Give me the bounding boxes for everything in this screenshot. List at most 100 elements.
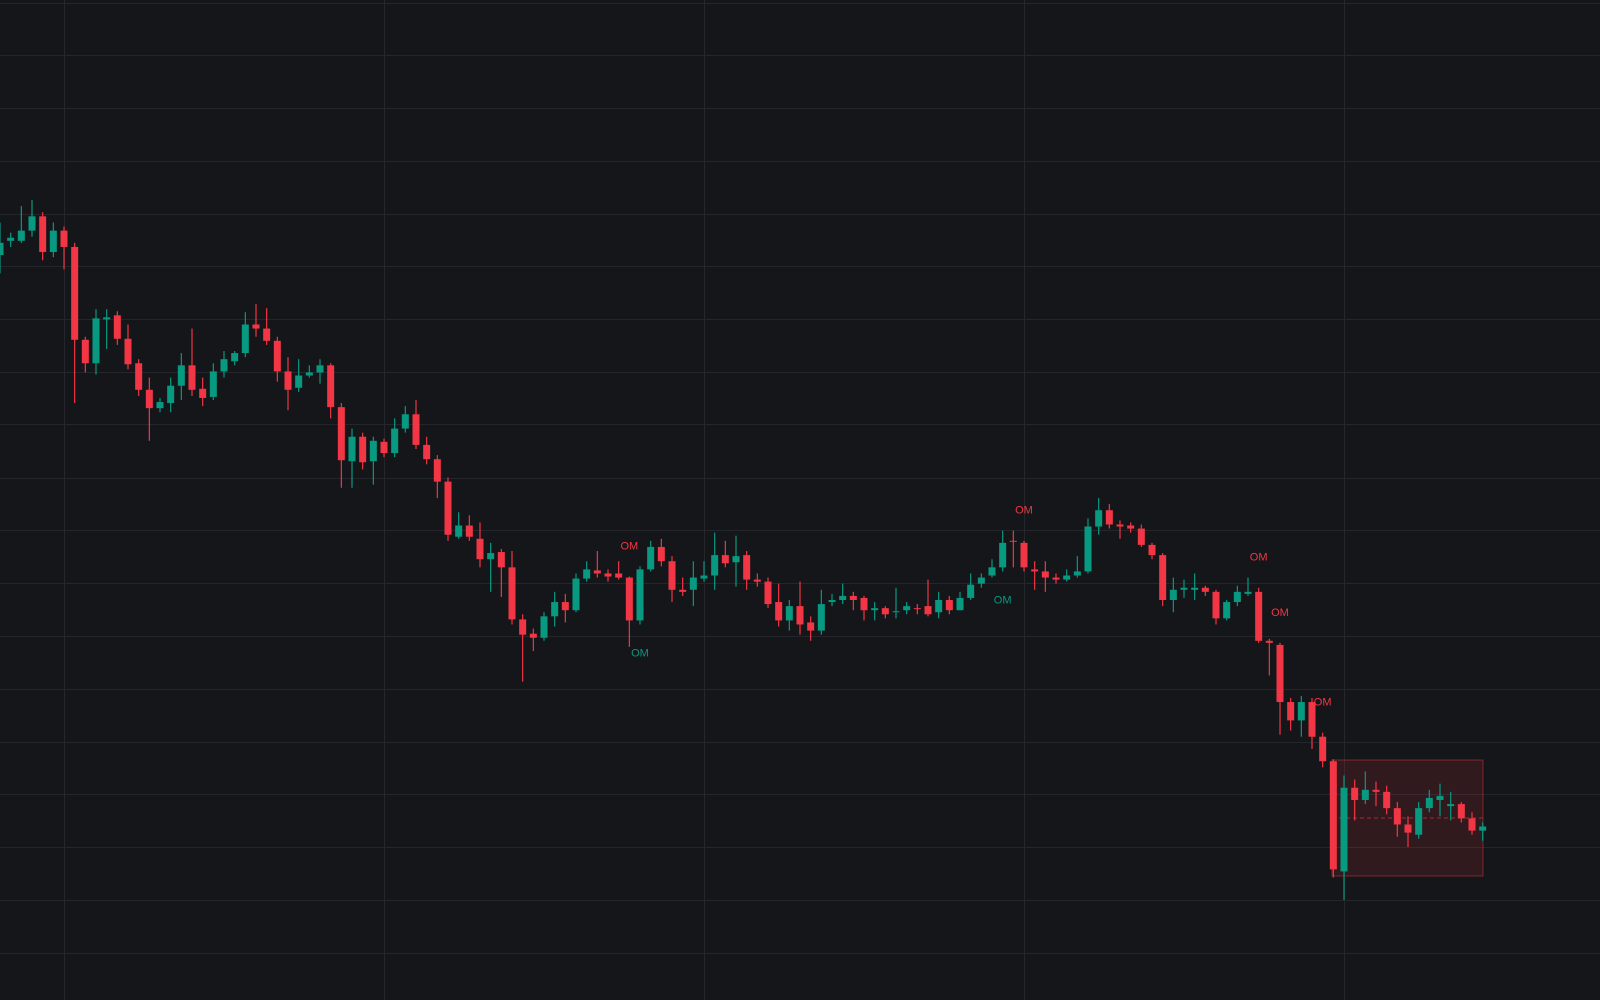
candle-body <box>1457 804 1465 819</box>
candle-body <box>1095 510 1103 527</box>
candle-body <box>39 216 47 253</box>
candle-body <box>1201 587 1209 592</box>
candle-body <box>1468 818 1476 831</box>
candle-body <box>71 246 79 340</box>
candle-body <box>977 577 985 584</box>
candle-body <box>1265 640 1273 643</box>
candle-body <box>871 608 879 611</box>
candle-body <box>636 569 644 621</box>
candle-body <box>1212 591 1220 619</box>
candle-body <box>220 359 228 372</box>
candle-body <box>1180 587 1188 590</box>
candle-body <box>1287 702 1295 721</box>
candle-body <box>903 606 911 611</box>
candle-body <box>796 606 804 625</box>
candle-body <box>476 538 484 560</box>
candle-body <box>1159 555 1167 600</box>
candle-body <box>1319 736 1327 762</box>
annotation-label: OM <box>1271 607 1289 619</box>
candle-body <box>1191 587 1199 590</box>
candle-body <box>124 338 132 365</box>
candle-body <box>1148 544 1156 556</box>
candle-body <box>860 597 868 611</box>
candle-body <box>412 414 420 445</box>
candle-body <box>1084 526 1092 572</box>
candle-body <box>1116 524 1124 527</box>
candle-body <box>1479 826 1487 831</box>
candle-body <box>1340 787 1348 872</box>
candle-body <box>401 414 409 429</box>
candle-body <box>1415 808 1423 835</box>
candle-body <box>615 573 623 578</box>
candle-body <box>1105 510 1113 525</box>
candle-body <box>1020 542 1028 568</box>
annotation-label: OM <box>1314 697 1332 709</box>
candle-body <box>391 428 399 454</box>
candle-body <box>775 602 783 621</box>
candle-body <box>668 561 676 590</box>
candle-body <box>380 441 388 454</box>
candle-body <box>956 597 964 611</box>
candle-body <box>1383 791 1391 809</box>
candle-body <box>1052 577 1060 580</box>
candle-body <box>1404 824 1412 833</box>
candle-body <box>1351 787 1359 800</box>
annotation-label: OM <box>1250 552 1268 564</box>
candle-body <box>828 600 836 603</box>
annotation-label: OM <box>994 594 1012 606</box>
candle-body <box>881 608 889 615</box>
candle-body <box>497 552 505 568</box>
candle-body <box>849 595 857 600</box>
candles <box>0 200 1487 900</box>
candle-body <box>7 237 15 241</box>
candle-body <box>519 619 527 635</box>
candle-body <box>348 436 356 462</box>
candle-body <box>455 525 463 537</box>
candle-body <box>145 389 153 409</box>
candle-body <box>721 555 729 564</box>
candle-body <box>1244 591 1252 594</box>
candle-body <box>764 581 772 605</box>
candle-body <box>529 633 537 638</box>
candle-body <box>295 375 303 388</box>
candle-body <box>945 600 953 611</box>
candle-body <box>487 553 495 560</box>
candle-body <box>209 371 217 397</box>
candle-body <box>241 324 249 354</box>
candle-body <box>593 570 601 574</box>
candle-body <box>305 372 313 376</box>
candle-body <box>892 611 900 613</box>
candle-body <box>999 542 1007 568</box>
candle-body <box>316 365 324 373</box>
candle-body <box>1361 789 1369 800</box>
candle-body <box>81 339 89 364</box>
candle-body <box>28 216 36 231</box>
candle-body <box>444 481 452 535</box>
candle-body <box>135 363 143 390</box>
candle-body <box>540 616 548 638</box>
candle-body <box>1063 575 1071 580</box>
candle-body <box>657 546 665 562</box>
candle-body <box>583 569 591 579</box>
candle-body <box>689 577 697 590</box>
candle-body <box>1073 571 1081 576</box>
candle-body <box>284 371 292 390</box>
annotation-label: OM <box>631 647 649 659</box>
candle-body <box>753 579 761 582</box>
candle-body <box>817 604 825 631</box>
annotations: OM OM OM OM OM OM OM <box>620 505 1331 709</box>
candle-body <box>967 584 975 598</box>
candle-body <box>156 402 164 409</box>
candle-body <box>625 577 633 621</box>
candle-body <box>433 459 441 482</box>
candle-body <box>327 365 335 408</box>
candle-body <box>732 556 740 563</box>
candle-body <box>604 573 612 577</box>
candle-body <box>551 602 559 617</box>
candle-body <box>1137 528 1145 545</box>
candle-body <box>263 328 271 341</box>
candle-body <box>1297 702 1305 721</box>
